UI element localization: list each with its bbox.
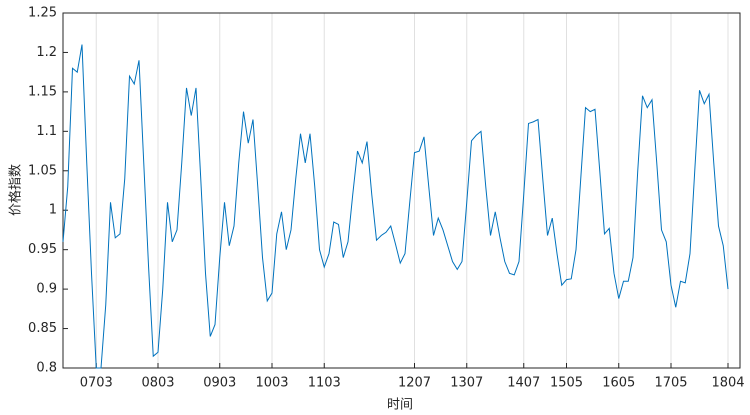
y-tick-label: 0.95	[28, 242, 57, 257]
y-tick-label: 1	[49, 203, 57, 218]
y-tick-label: 1.15	[28, 84, 57, 99]
y-tick-label: 0.8	[36, 361, 57, 376]
y-tick-label: 0.9	[36, 282, 57, 297]
y-tick-label: 1.1	[36, 124, 57, 139]
y-axis-label: 价格指数	[8, 164, 24, 216]
y-tick-label: 1.2	[36, 45, 57, 60]
x-tick-label: 1103	[308, 376, 341, 391]
x-tick-label: 1605	[602, 376, 635, 391]
y-tick-label: 1.25	[28, 6, 57, 21]
x-tick-label: 0703	[80, 376, 113, 391]
x-axis-label: 时间	[387, 398, 413, 413]
x-tick-label: 1407	[507, 376, 540, 391]
x-tick-label: 1505	[550, 376, 583, 391]
y-tick-label: 0.85	[28, 321, 57, 336]
plot-frame	[62, 12, 741, 369]
x-tick-label: 1003	[255, 376, 288, 391]
y-tick-label: 1.05	[28, 163, 57, 178]
x-tick-label: 1207	[398, 376, 431, 391]
x-tick-label: 0803	[141, 376, 174, 391]
x-tick-label: 1307	[450, 376, 483, 391]
x-tick-label: 0903	[203, 376, 236, 391]
data-line	[62, 44, 729, 369]
x-tick-label: 1804	[711, 376, 744, 391]
x-tick-label: 1705	[654, 376, 687, 391]
